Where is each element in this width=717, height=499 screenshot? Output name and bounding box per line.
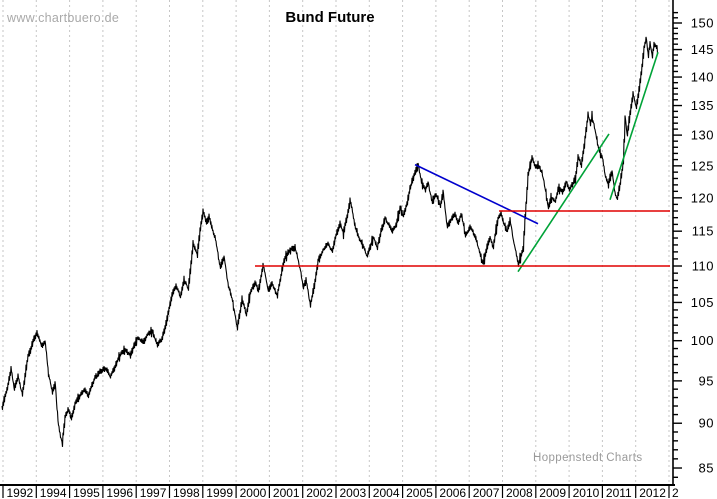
x-tick-label: 2008: [506, 486, 533, 499]
x-tick-label: 2009: [539, 486, 566, 499]
y-tick-label: 135: [691, 98, 714, 113]
x-tick-label: 2003: [340, 486, 367, 499]
downtrend-line: [414, 163, 539, 225]
y-tick-label: 115: [692, 224, 714, 239]
x-tick-label: 1998: [173, 486, 200, 499]
y-tick-label: 145: [691, 42, 714, 57]
uptrend-line-short: [609, 52, 659, 201]
x-tick-label: 1992: [7, 486, 34, 499]
y-tick-label: 85: [699, 461, 714, 476]
y-tick-label: 150: [691, 16, 714, 31]
x-tick-label: 2006: [439, 486, 466, 499]
y-tick-label: 110: [692, 259, 714, 274]
x-tick-label: 1994: [40, 486, 67, 499]
y-tick-label: 90: [699, 416, 714, 431]
y-tick-label: 105: [691, 295, 714, 310]
x-tick-label: 1996: [106, 486, 133, 499]
x-tick-label: 2010: [573, 486, 600, 499]
uptrend-line-long: [517, 133, 610, 273]
x-tick-label: 2002: [306, 486, 333, 499]
y-tick-label: 95: [699, 373, 714, 388]
y-tick-label: 100: [691, 333, 714, 348]
y-tick-label: 130: [691, 128, 714, 143]
chart-title: Bund Future: [285, 9, 375, 26]
x-tick-label-partial: 2: [672, 486, 679, 499]
x-tick-label: 1997: [140, 486, 167, 499]
x-tick-label: 2004: [373, 486, 400, 499]
watermark: www.chartbuero.de: [7, 11, 120, 25]
x-tick-label: 2012: [639, 486, 666, 499]
x-tick-label: 2005: [406, 486, 433, 499]
x-tick-label: 2001: [273, 486, 300, 499]
y-tick-label: 120: [691, 190, 714, 205]
x-tick-label: 2007: [473, 486, 500, 499]
x-tick-label: 2011: [606, 486, 632, 499]
x-tick-label: 2000: [240, 486, 267, 499]
y-tick-label: 125: [691, 158, 714, 173]
credit-label: Hoppenstedt Charts: [533, 452, 643, 464]
y-tick-label: 140: [691, 70, 714, 85]
price-line: [1, 36, 659, 447]
x-tick-label: 1995: [73, 486, 100, 499]
x-tick-label: 1999: [206, 486, 233, 499]
